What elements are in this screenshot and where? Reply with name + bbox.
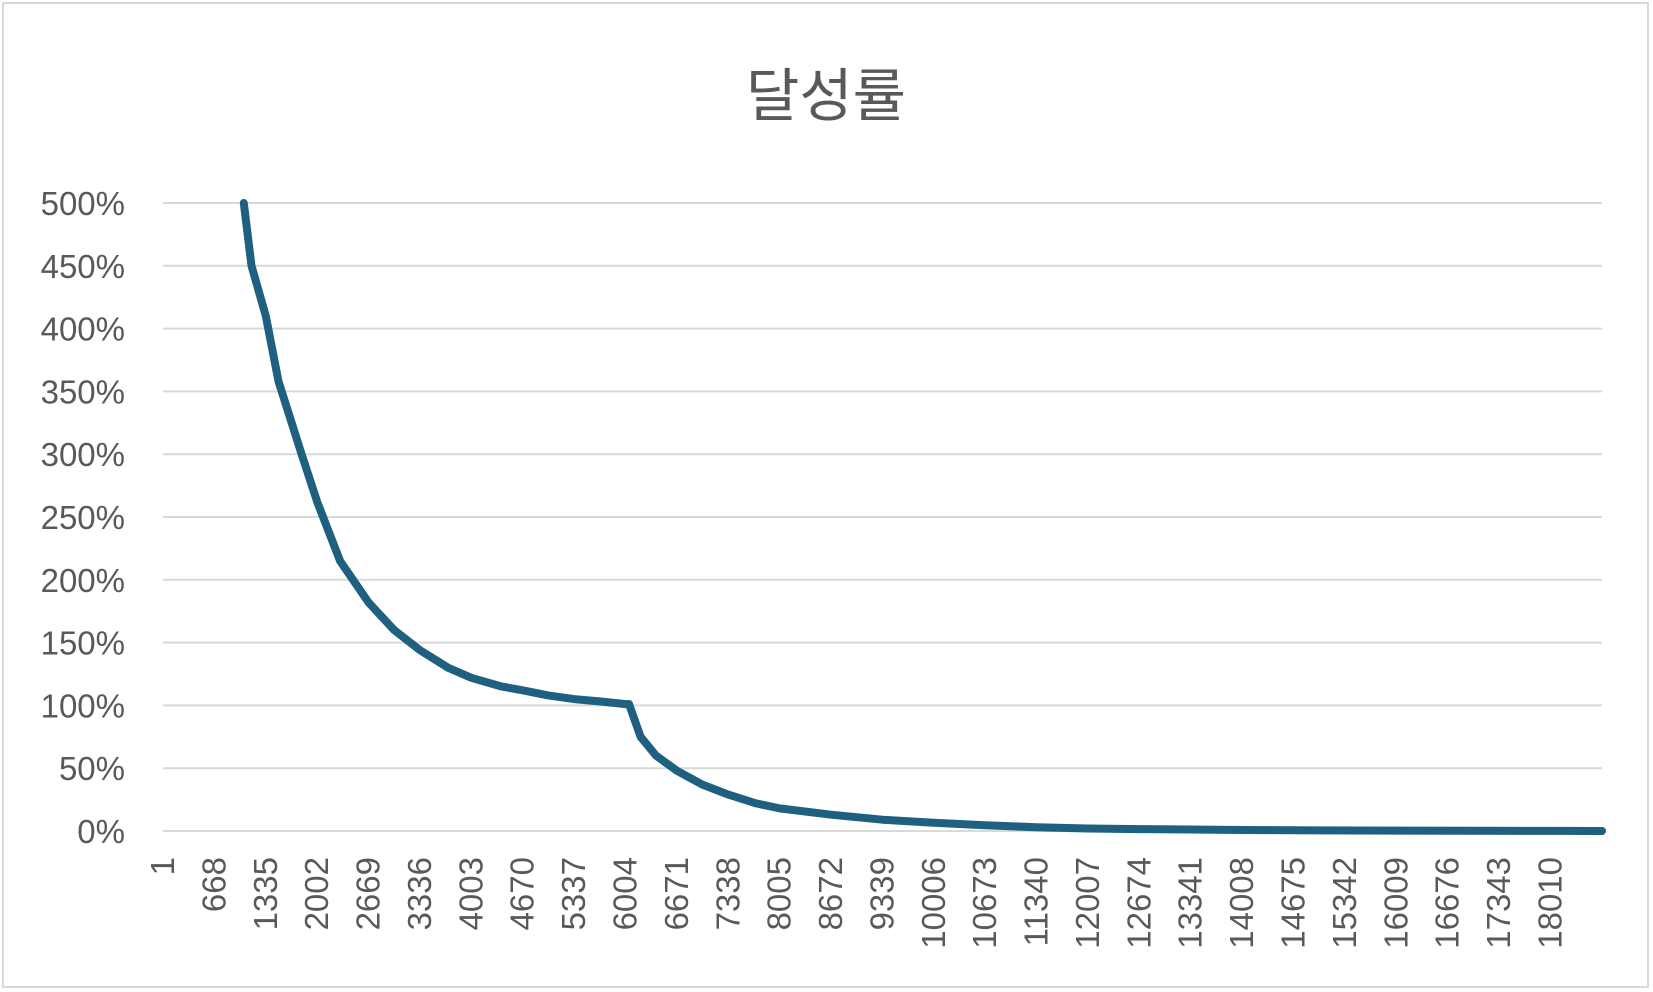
y-tick-label: 500% bbox=[41, 185, 125, 222]
x-tick-label: 1 bbox=[144, 857, 181, 875]
series-line bbox=[239, 199, 1606, 835]
x-tick-label: 13341 bbox=[1172, 857, 1209, 949]
chart-title: 달성률 bbox=[746, 62, 906, 130]
y-tick-label: 300% bbox=[41, 436, 125, 473]
x-tick-label: 10006 bbox=[915, 857, 952, 949]
x-tick-label: 2002 bbox=[298, 857, 335, 930]
y-tick-label: 100% bbox=[41, 687, 125, 724]
x-tick-label: 7338 bbox=[709, 857, 746, 930]
x-tick-label: 8672 bbox=[812, 857, 849, 930]
x-tick-label: 6671 bbox=[658, 857, 695, 930]
x-tick-label: 6004 bbox=[606, 857, 643, 930]
y-tick-label: 150% bbox=[41, 625, 125, 662]
x-tick-label: 11340 bbox=[1018, 857, 1055, 946]
x-tick-label: 16009 bbox=[1377, 857, 1414, 949]
y-tick-label: 350% bbox=[41, 373, 125, 410]
x-tick-label: 15342 bbox=[1326, 857, 1363, 949]
x-tick-label: 8005 bbox=[761, 857, 798, 930]
x-tick-label: 3336 bbox=[401, 857, 438, 930]
y-tick-label: 450% bbox=[41, 248, 125, 285]
x-tick-label: 17343 bbox=[1480, 857, 1517, 949]
x-axis-ticks: 1 668 1335 2002 2669 3336 4003 4670 5337 6004 6671… bbox=[144, 857, 1568, 949]
x-tick-label: 4670 bbox=[504, 857, 541, 930]
x-tick-label: 14675 bbox=[1275, 857, 1312, 949]
x-tick-label: 1335 bbox=[247, 857, 284, 930]
x-tick-label: 2669 bbox=[350, 857, 387, 930]
y-tick-label: 400% bbox=[41, 311, 125, 348]
y-tick-label: 200% bbox=[41, 562, 125, 599]
x-tick-label: 12007 bbox=[1069, 857, 1106, 949]
y-tick-label: 0% bbox=[77, 813, 125, 850]
y-tick-label: 250% bbox=[41, 499, 125, 536]
x-tick-label: 10673 bbox=[966, 857, 1003, 949]
x-tick-label: 14008 bbox=[1223, 857, 1260, 949]
x-tick-label: 18010 bbox=[1531, 857, 1568, 949]
x-tick-label: 9339 bbox=[863, 857, 900, 930]
gridlines bbox=[163, 202, 1602, 832]
series-layer bbox=[239, 199, 1606, 835]
x-tick-label: 16676 bbox=[1429, 857, 1466, 949]
x-tick-label: 668 bbox=[195, 857, 232, 912]
y-tick-label: 50% bbox=[59, 750, 125, 787]
x-tick-label: 4003 bbox=[452, 857, 489, 930]
y-axis-ticks: 0% 50% 100% 150% 200% 250% 300% 350% 400% 450% 500… bbox=[41, 185, 125, 850]
x-tick-label: 5337 bbox=[555, 857, 592, 930]
x-tick-label: 12674 bbox=[1120, 857, 1157, 949]
